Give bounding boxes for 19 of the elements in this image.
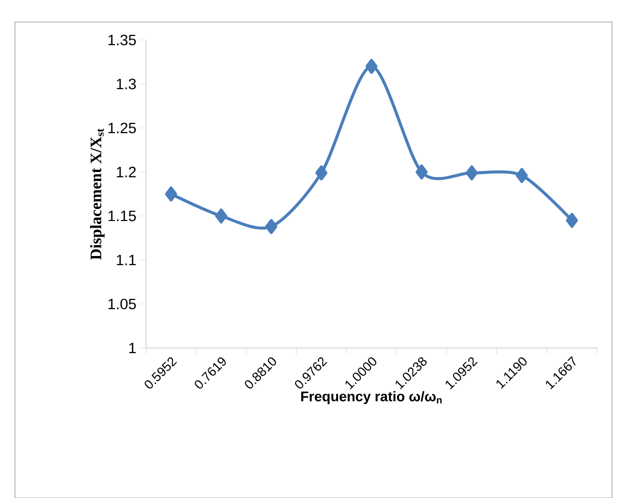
y-tick-label: 1.3 [116, 78, 136, 90]
y-tick-label: 1.05 [108, 298, 136, 310]
y-tick-label: 1.35 [108, 34, 136, 46]
y-tick-label: 1.25 [108, 122, 136, 134]
point [265, 218, 278, 234]
y-tick-label: 1.2 [116, 166, 136, 178]
y-tick-label: 1.1 [116, 254, 136, 265]
point [466, 165, 478, 180]
y-tick-label: 1 [129, 342, 136, 353]
y-tick-label: 1.15 [108, 210, 136, 222]
point [516, 168, 528, 183]
y-axis-title: Displacement X/X$_{st}$ [90, 128, 105, 260]
x-axis-title: Frequency ratio ω/ω$_{n}$ [301, 390, 442, 404]
point [366, 58, 378, 74]
point [315, 165, 328, 180]
point [416, 164, 428, 180]
point [165, 186, 178, 202]
point [215, 208, 228, 224]
point [566, 212, 578, 228]
